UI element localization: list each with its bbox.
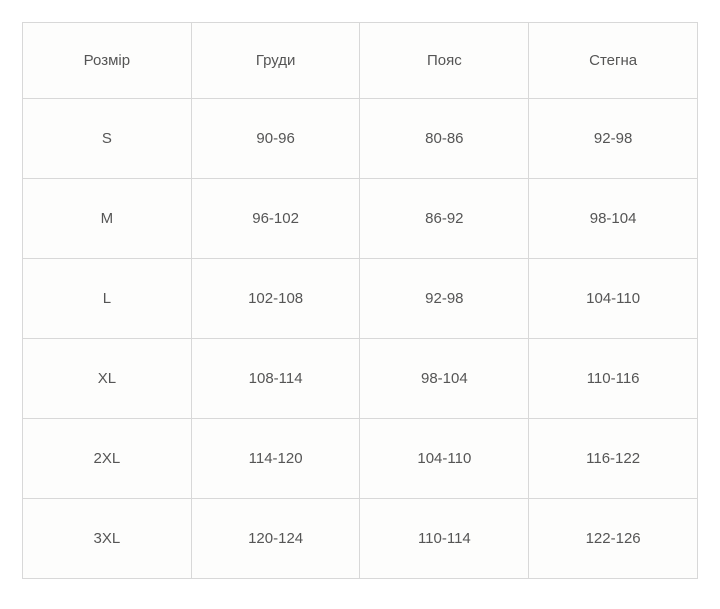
column-header-size: Розмір [23,23,192,99]
cell-chest: 102-108 [191,259,360,339]
cell-chest: 120-124 [191,499,360,579]
column-header-waist: Пояс [360,23,529,99]
table-row: 3XL 120-124 110-114 122-126 [23,499,698,579]
table-row: L 102-108 92-98 104-110 [23,259,698,339]
column-header-hips: Стегна [529,23,698,99]
table-row: S 90-96 80-86 92-98 [23,99,698,179]
cell-chest: 108-114 [191,339,360,419]
cell-size: S [23,99,192,179]
cell-waist: 80-86 [360,99,529,179]
table-header-row: Розмір Груди Пояс Стегна [23,23,698,99]
cell-size: XL [23,339,192,419]
cell-waist: 104-110 [360,419,529,499]
cell-chest: 114-120 [191,419,360,499]
cell-waist: 92-98 [360,259,529,339]
cell-hips: 110-116 [529,339,698,419]
table-row: XL 108-114 98-104 110-116 [23,339,698,419]
cell-chest: 90-96 [191,99,360,179]
cell-size: M [23,179,192,259]
cell-waist: 86-92 [360,179,529,259]
cell-size: 3XL [23,499,192,579]
cell-size: L [23,259,192,339]
cell-waist: 98-104 [360,339,529,419]
cell-hips: 122-126 [529,499,698,579]
cell-hips: 98-104 [529,179,698,259]
cell-size: 2XL [23,419,192,499]
table-row: 2XL 114-120 104-110 116-122 [23,419,698,499]
table-row: M 96-102 86-92 98-104 [23,179,698,259]
cell-waist: 110-114 [360,499,529,579]
cell-hips: 104-110 [529,259,698,339]
cell-chest: 96-102 [191,179,360,259]
cell-hips: 92-98 [529,99,698,179]
size-chart-table: Розмір Груди Пояс Стегна S 90-96 80-86 9… [22,22,698,579]
column-header-chest: Груди [191,23,360,99]
cell-hips: 116-122 [529,419,698,499]
